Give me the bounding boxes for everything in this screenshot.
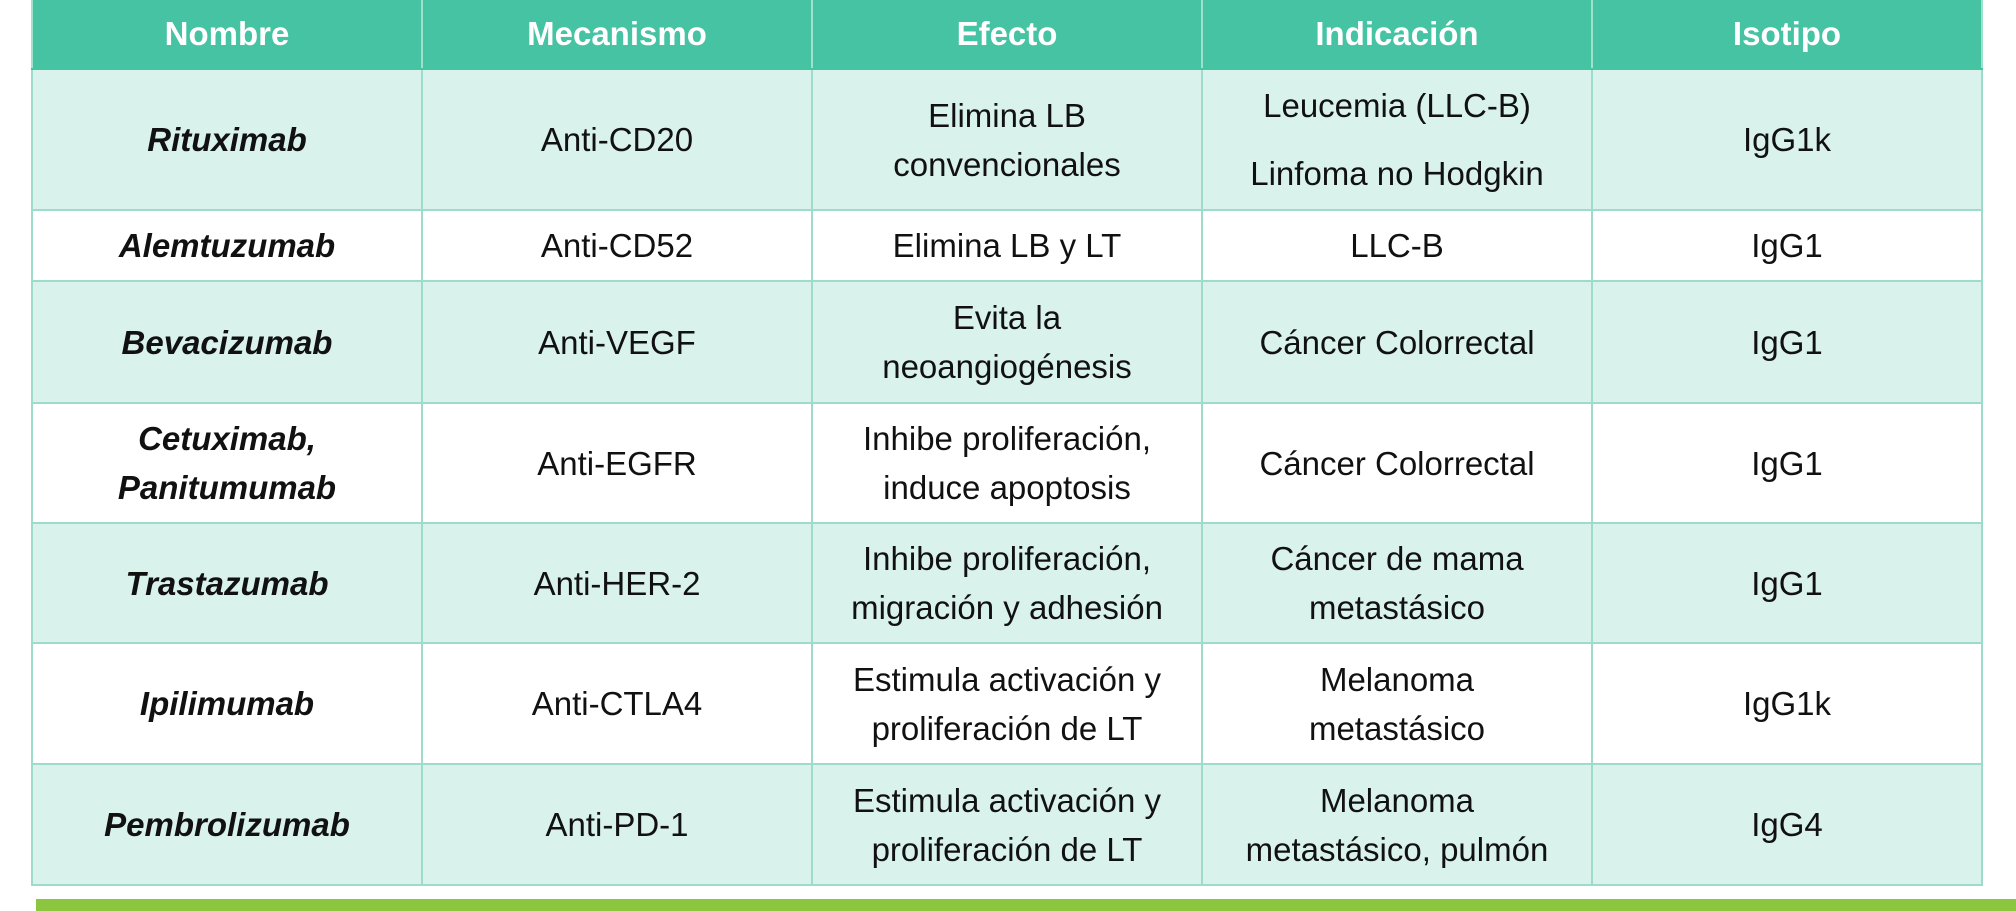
table-row: Trastazumab Anti-HER-2 Inhibe proliferació… [31,522,1983,644]
cell-mecanismo: Anti-HER-2 [421,522,813,644]
header-row: Nombre Mecanismo Efecto Indicación Isoti… [31,0,1983,70]
cell-isotipo: IgG1 [1591,209,1983,282]
cell-indicacion: Melanoma metastásico [1201,642,1593,765]
cell-efecto-line: proliferación de LT [871,709,1143,747]
cell-nombre: Cetuximab, Panitumumab [31,402,423,524]
table-row: Pembrolizumab Anti-PD-1 Estimula activació… [31,763,1983,886]
cell-indicacion: Melanoma metastásico, pulmón [1201,763,1593,886]
cell-efecto: Estimula activación y proliferación de LT [811,642,1203,765]
cell-efecto: Inhibe proliferación, induce apoptosis [811,402,1203,524]
cell-mecanismo: Anti-CD20 [421,68,813,211]
table-row: Rituximab Anti-CD20 Elimina LB convencional… [31,68,1983,211]
cell-efecto-line: Estimula activación y [852,781,1162,819]
header-efecto: Efecto [811,0,1203,70]
cell-indicacion-line: Cáncer Colorrectal [1259,323,1535,361]
cell-isotipo: IgG1k [1591,642,1983,765]
cell-mecanismo: Anti-EGFR [421,402,813,524]
cell-indicacion: Cáncer Colorrectal [1201,402,1593,524]
cell-nombre: Ipilimumab [31,642,423,765]
cell-efecto-line: Estimula activación y [852,660,1162,698]
cell-nombre-line: Pembrolizumab [104,806,350,843]
cell-efecto-line: Elimina LB [928,96,1086,134]
cell-efecto: Estimula activación y proliferación de LT [811,763,1203,886]
table-body: Rituximab Anti-CD20 Elimina LB convencional… [31,68,1983,886]
cell-indicacion: LLC-B [1201,209,1593,282]
antibody-table-container: Nombre Mecanismo Efecto Indicación Isoti… [31,0,1983,886]
cell-indicacion-line: Cáncer Colorrectal [1259,444,1535,482]
cell-mecanismo: Anti-PD-1 [421,763,813,886]
header-indicacion: Indicación [1201,0,1593,70]
cell-indicacion-line: Cáncer de mama [1270,540,1524,577]
cell-indicacion: Cáncer Colorrectal [1201,280,1593,404]
bottom-accent-bar [36,899,2016,911]
cell-efecto-line: Inhibe proliferación, [862,540,1151,577]
cell-isotipo: IgG4 [1591,763,1983,886]
header-isotipo: Isotipo [1591,0,1983,70]
cell-indicacion-line: Linfoma no Hodgkin [1250,154,1544,192]
cell-nombre: Rituximab [31,68,423,211]
cell-nombre-line: Cetuximab, [138,420,316,457]
header-mecanismo: Mecanismo [421,0,813,70]
cell-efecto: Elimina LB convencionales [811,68,1203,211]
table-row: Ipilimumab Anti-CTLA4 Estimula activación … [31,642,1983,765]
cell-indicacion-line: metastásico [1308,589,1486,626]
table-row: Cetuximab, Panitumumab Anti-EGFR Inhibe pro… [31,402,1983,524]
cell-efecto-line: convencionales [893,145,1121,183]
cell-nombre-line: Alemtuzumab [118,227,336,264]
cell-isotipo: IgG1 [1591,280,1983,404]
cell-mecanismo: Anti-VEGF [421,280,813,404]
cell-efecto-line: neoangiogénesis [882,348,1132,385]
cell-efecto-line: induce apoptosis [883,469,1131,506]
cell-nombre-line: Rituximab [147,121,307,158]
cell-efecto: Evita la neoangiogénesis [811,280,1203,404]
cell-indicacion-line: metastásico, pulmón [1245,830,1549,868]
cell-indicacion-line: Melanoma [1319,781,1475,819]
cell-indicacion-line: Leucemia (LLC-B) [1263,86,1531,124]
cell-nombre: Pembrolizumab [31,763,423,886]
cell-efecto: Inhibe proliferación, migración y adhesió… [811,522,1203,644]
header-nombre: Nombre [31,0,423,70]
cell-efecto-line: Evita la [952,299,1062,336]
cell-efecto-line: proliferación de LT [871,830,1143,868]
monoclonal-antibody-table: Nombre Mecanismo Efecto Indicación Isoti… [31,0,1983,886]
cell-efecto-line: migración y adhesión [851,589,1163,626]
cell-indicacion: Leucemia (LLC-B) Linfoma no Hodgkin [1201,68,1593,211]
table-row: Bevacizumab Anti-VEGF Evita la neoangiogéne… [31,280,1983,404]
table-row: Alemtuzumab Anti-CD52 Elimina LB y LT LLC-B… [31,209,1983,282]
cell-indicacion: Cáncer de mama metastásico [1201,522,1593,644]
cell-indicacion-line: metastásico [1308,709,1486,747]
cell-efecto-line: Inhibe proliferación, [862,420,1151,457]
cell-nombre-line: Trastazumab [125,564,329,602]
cell-nombre-line: Bevacizumab [121,323,333,361]
cell-nombre-line: Panitumumab [117,469,337,506]
cell-efecto: Elimina LB y LT [811,209,1203,282]
cell-nombre: Trastazumab [31,522,423,644]
cell-isotipo: IgG1k [1591,68,1983,211]
cell-indicacion-line: Melanoma [1319,660,1475,698]
cell-isotipo: IgG1 [1591,402,1983,524]
cell-isotipo: IgG1 [1591,522,1983,644]
cell-nombre-line: Ipilimumab [139,685,315,722]
cell-indicacion-line: LLC-B [1350,227,1444,264]
cell-efecto-line: Elimina LB y LT [892,227,1122,264]
cell-mecanismo: Anti-CD52 [421,209,813,282]
cell-mecanismo: Anti-CTLA4 [421,642,813,765]
cell-nombre: Alemtuzumab [31,209,423,282]
cell-nombre: Bevacizumab [31,280,423,404]
